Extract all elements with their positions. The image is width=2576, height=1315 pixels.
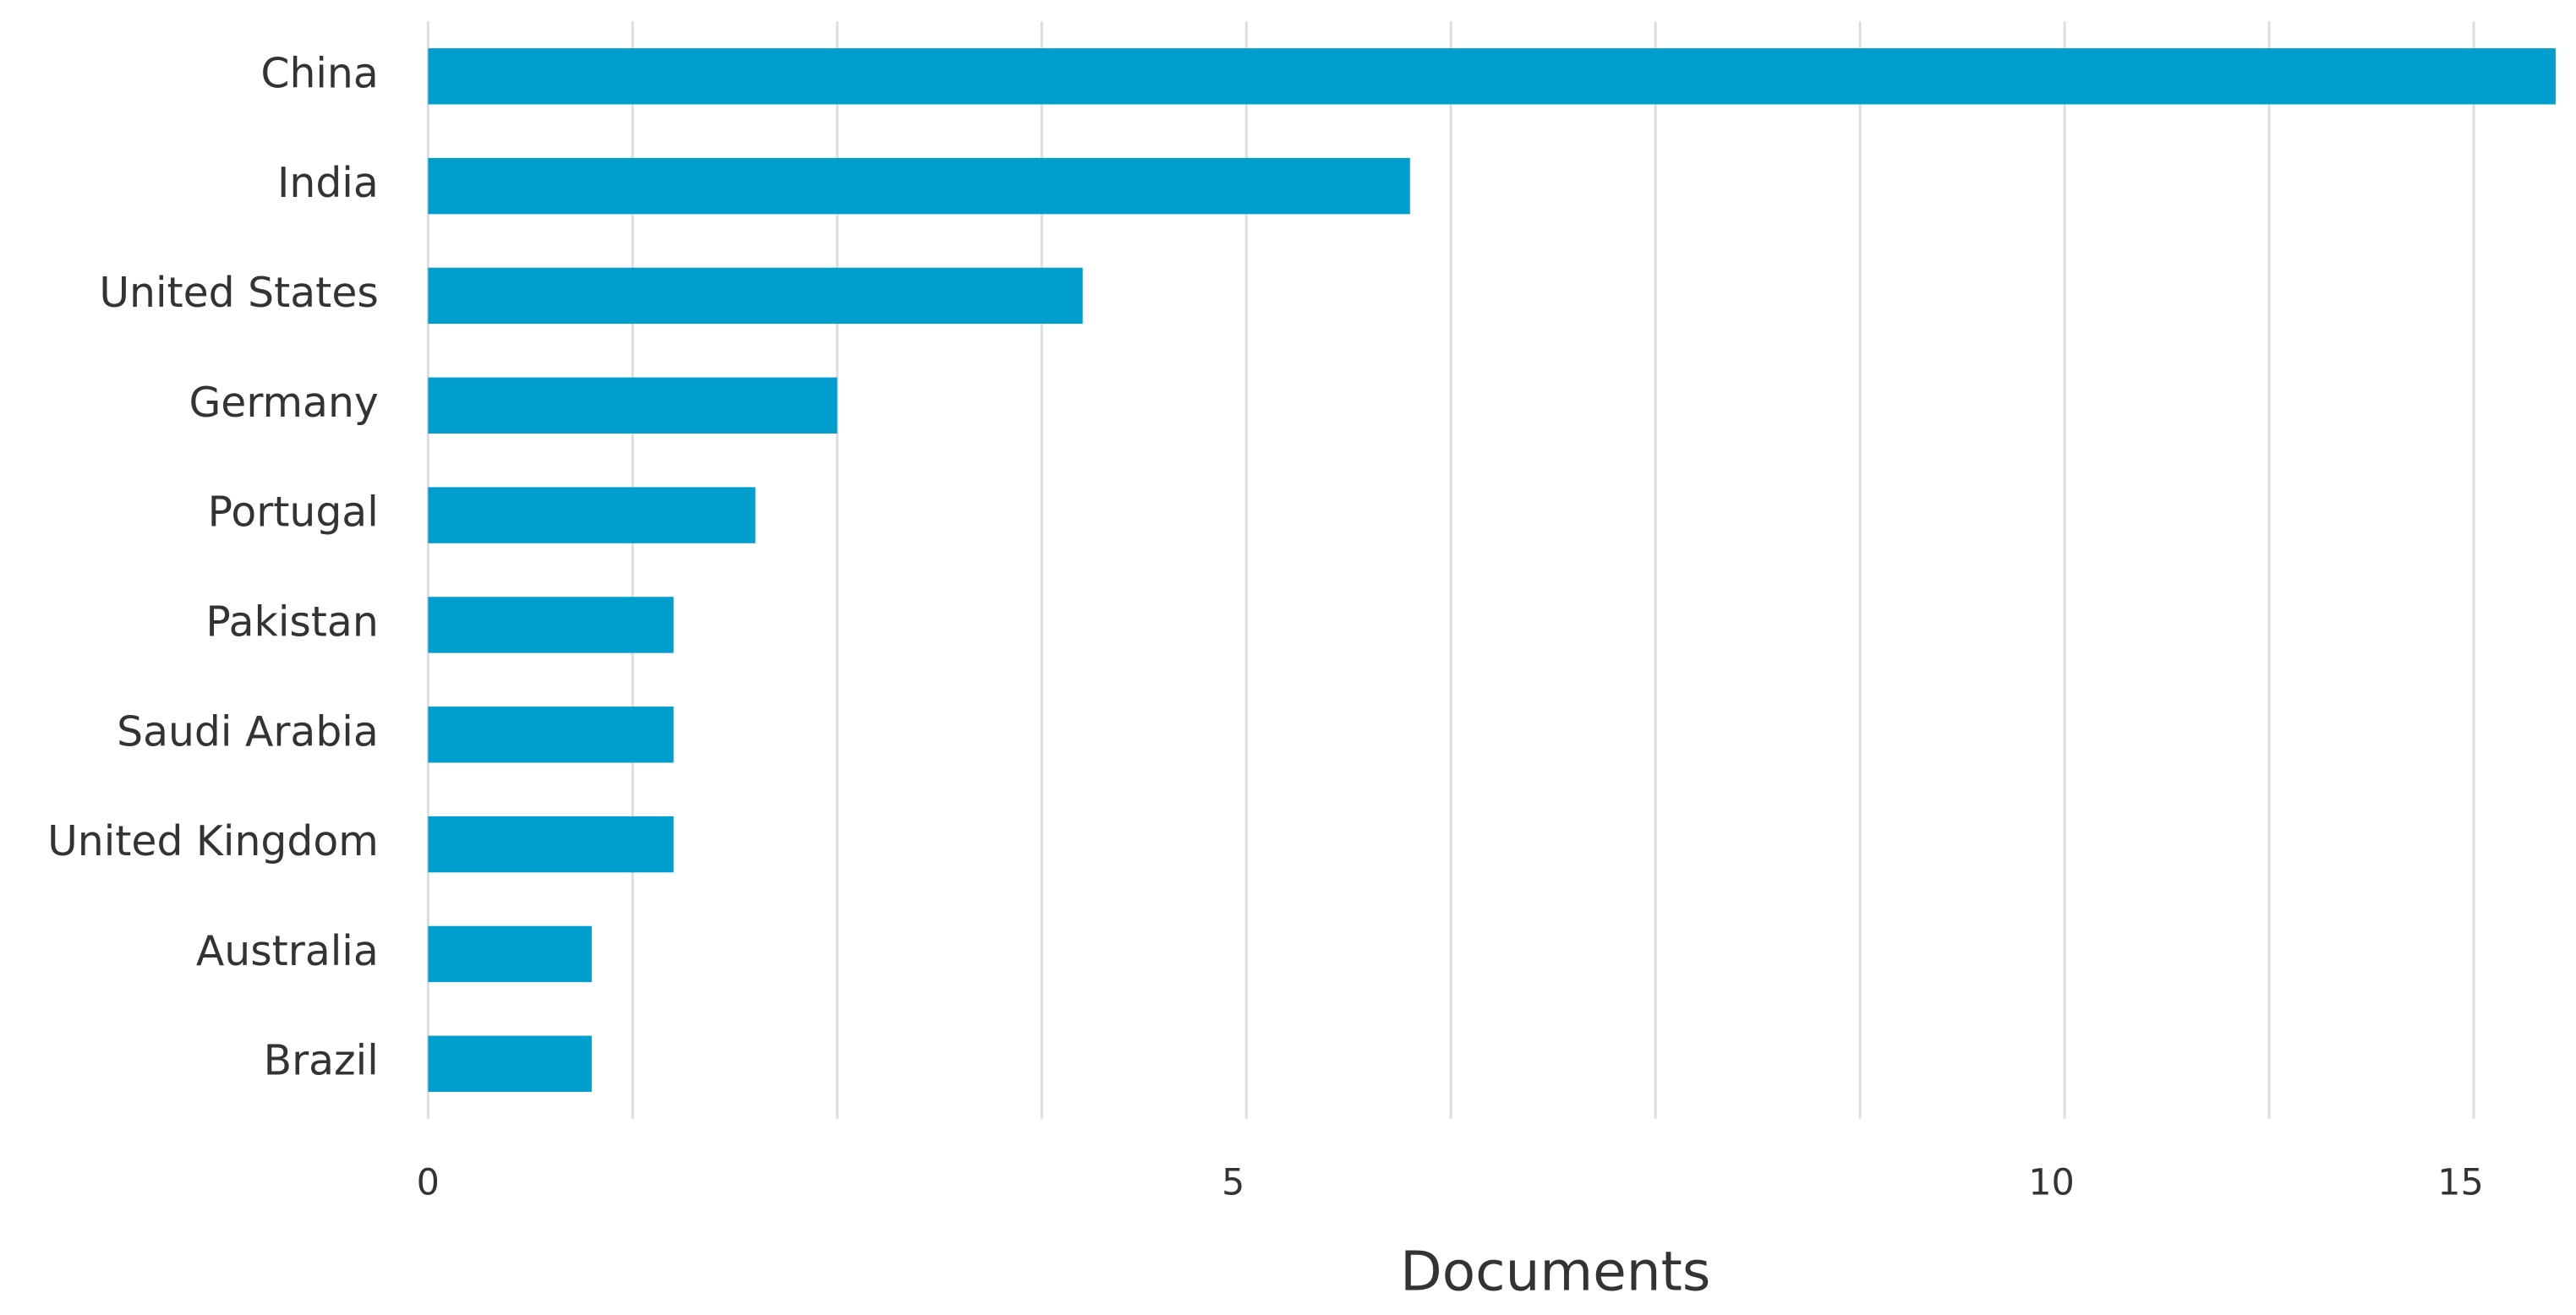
bar bbox=[428, 925, 592, 983]
y-tick-label: United States bbox=[99, 269, 378, 317]
bar bbox=[428, 707, 674, 763]
y-tick-label: Australia bbox=[196, 927, 379, 975]
y-tick-label: Brazil bbox=[264, 1037, 379, 1085]
bar bbox=[428, 48, 2556, 105]
x-axis-title: Documents bbox=[1400, 1241, 1710, 1304]
bar bbox=[428, 816, 674, 873]
bar bbox=[428, 267, 1083, 325]
y-tick-label: Saudi Arabia bbox=[117, 707, 379, 756]
x-tick-label: 15 bbox=[2437, 1161, 2484, 1203]
y-tick-label: United Kingdom bbox=[47, 817, 379, 865]
x-tick-label: 10 bbox=[2028, 1161, 2075, 1203]
x-tick-label: 5 bbox=[1222, 1161, 1244, 1203]
bar bbox=[428, 597, 674, 653]
y-tick-label: Germany bbox=[189, 379, 378, 427]
x-tick-label: 0 bbox=[417, 1161, 440, 1203]
y-tick-label: India bbox=[277, 159, 379, 207]
bar bbox=[428, 157, 1410, 215]
y-tick-label: China bbox=[260, 49, 378, 97]
bar bbox=[428, 1035, 592, 1092]
y-tick-label: Portugal bbox=[208, 488, 379, 537]
y-tick-label: Pakistan bbox=[205, 597, 378, 646]
bar bbox=[428, 487, 756, 543]
bar bbox=[428, 377, 838, 434]
